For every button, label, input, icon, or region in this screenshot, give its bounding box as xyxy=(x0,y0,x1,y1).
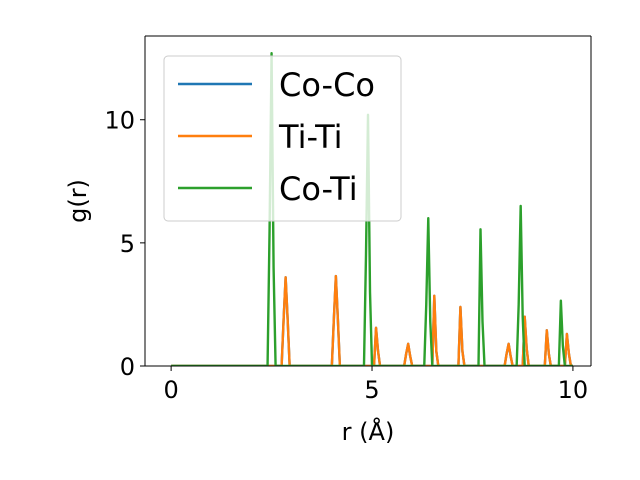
series-layer xyxy=(171,52,573,366)
x-tick-label: 0 xyxy=(163,376,178,404)
y-axis-label: g(r) xyxy=(64,179,92,223)
y-axis-ticks: 0 5 10 xyxy=(104,107,145,381)
legend-entries: Co-Co Ti-Ti Co-Ti xyxy=(178,66,375,208)
legend: Co-Co Ti-Ti Co-Ti xyxy=(163,55,402,222)
axes-frame xyxy=(144,35,592,367)
x-tick-label: 5 xyxy=(364,376,379,404)
series-line-ti-ti xyxy=(171,274,573,366)
legend-label: Co-Co xyxy=(279,66,375,104)
x-axis-ticks: 0 5 10 xyxy=(163,366,588,404)
x-tick-label: 10 xyxy=(558,376,589,404)
y-tick-label: 10 xyxy=(104,107,135,135)
x-axis-label: r (Å) xyxy=(342,417,395,446)
series-line-co-ti xyxy=(171,52,573,366)
y-tick-label: 0 xyxy=(120,353,135,381)
legend-label: Ti-Ti xyxy=(278,118,343,156)
legend-label: Co-Ti xyxy=(279,170,358,208)
y-tick-label: 5 xyxy=(120,230,135,258)
legend-frame xyxy=(163,55,402,222)
